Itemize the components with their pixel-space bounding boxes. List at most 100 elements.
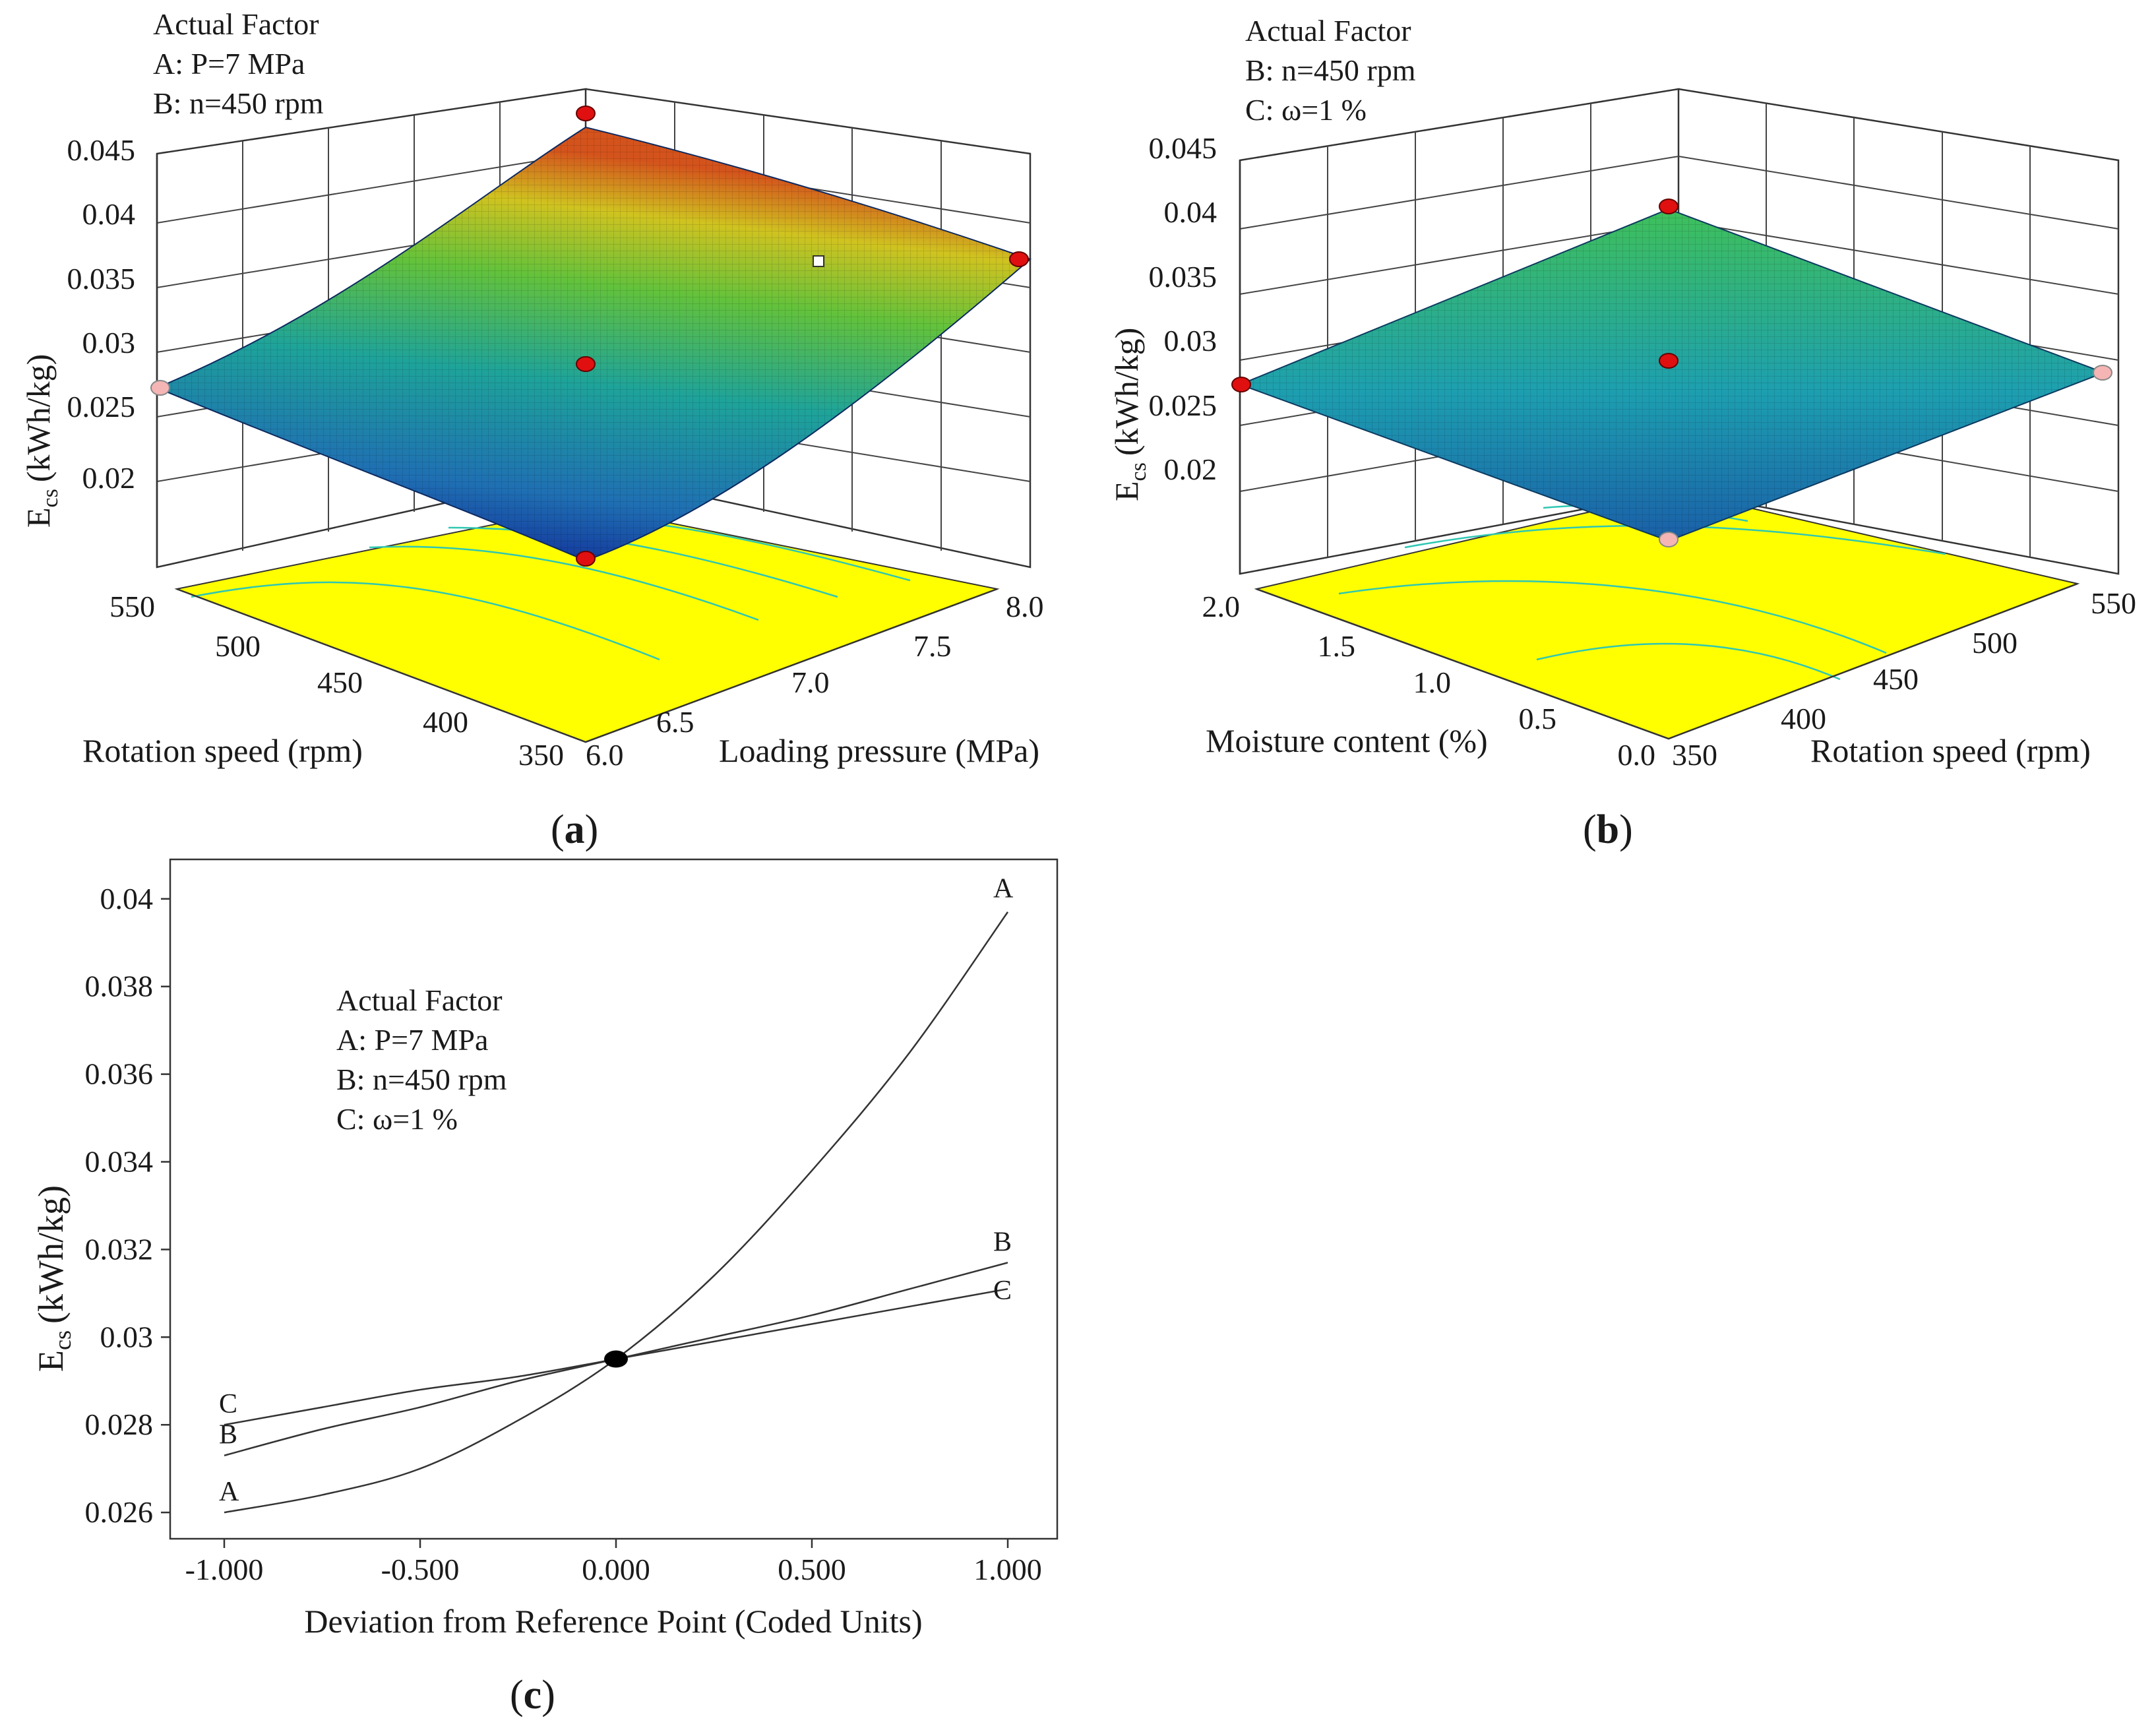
panel-a-x-tick: 450: [317, 665, 363, 699]
panel-b-factor-title: Actual Factor: [1245, 14, 1411, 47]
panel-a-x-ticks: 550 500 450 400 350: [109, 590, 564, 772]
panel-c-y-tick-label: 0.03: [100, 1320, 154, 1353]
panel-a-y-tick: 0.03: [82, 326, 136, 359]
panel-c-x-ticks: -1.000 -0.500 0.000 0.500 1.000: [185, 1539, 1042, 1586]
panel-c-series-label-start-B: B: [219, 1420, 237, 1450]
panel-a-x-tick: 400: [423, 705, 468, 739]
panel-a-factor-line: A: P=7 MPa: [153, 47, 305, 80]
panel-a-factor-line: B: n=450 rpm: [153, 86, 324, 120]
panel-c-x-tick-label: -1.000: [185, 1553, 264, 1586]
panel-b-x-tick: 2.0: [1202, 590, 1241, 623]
panel-c-series-line-A: [224, 912, 1009, 1514]
panel-a-z-tick: 6.0: [586, 738, 624, 772]
panel-a-factor-title: Actual Factor: [153, 7, 319, 41]
panel-a-point-center: [576, 356, 596, 372]
panel-c-y-label: Ecs(kWh/kg): [31, 1185, 76, 1372]
panel-b-z-tick: 500: [1972, 626, 2017, 660]
panel-c-x-tick-label: 0.500: [778, 1553, 846, 1586]
panel-c-series-label-end-C: C: [993, 1276, 1012, 1306]
panel-c-y-ticks: 0.026 0.028 0.03 0.032 0.034 0.036 0.038 0.04: [85, 882, 170, 1529]
panel-a-factor-text: Actual Factor A: P=7 MPa B: n=450 rpm: [153, 7, 324, 120]
panel-b-x-tick: 0.5: [1519, 702, 1557, 735]
panel-c-x-tick-label: 0.000: [582, 1553, 650, 1586]
panel-a-x-tick: 350: [518, 738, 564, 772]
panel-b-point-bottom: [1659, 532, 1679, 547]
panel-c-y-tick-label: 0.038: [85, 970, 154, 1003]
panel-c-series-label-start-A: A: [219, 1477, 239, 1507]
panel-a-z-tick: 7.0: [791, 665, 830, 699]
panel-a-z-tick: 6.5: [656, 705, 694, 739]
panel-c-factor-line: A: P=7 MPa: [336, 1023, 488, 1057]
panel-b-x-tick: 1.5: [1318, 629, 1356, 663]
panel-b-surface: [1238, 208, 2106, 542]
panel-c: 0.026 0.028 0.03 0.032 0.034 0.036 0.038 0.04 -…: [31, 858, 1059, 1717]
panel-c-y-tick-label: 0.026: [85, 1495, 154, 1529]
panel-b-factor-text: Actual Factor B: n=450 rpm C: ω=1 %: [1245, 14, 1416, 127]
panel-c-factor-text: Actual Factor A: P=7 MPa B: n=450 rpm C:…: [336, 983, 507, 1136]
panel-a-surface: [155, 126, 1032, 562]
panel-b-back-wall-right: [1678, 88, 2120, 575]
panel-a-y-label: Ecs(kWh/kg): [20, 354, 63, 528]
panel-a-y-tick: 0.02: [82, 461, 136, 495]
panel-c-y-tick-label: 0.034: [85, 1145, 154, 1179]
panel-a-z-ticks: 6.0 6.5 7.0 7.5 8.0: [586, 590, 1044, 772]
panel-a-x-tick: 500: [215, 629, 261, 663]
panel-c-y-tick-label: 0.036: [85, 1057, 154, 1091]
panel-b-x-ticks: 2.0 1.5 1.0 0.5 0.0: [1202, 590, 1656, 772]
panel-a-point-bottom: [576, 551, 596, 567]
panel-a-y-tick: 0.035: [67, 262, 136, 295]
panel-b: 0.02 0.025 0.03 0.035 0.04 0.045 Ecs(kWh…: [1108, 14, 2136, 852]
panel-b-y-tick: 0.035: [1149, 260, 1217, 294]
panel-b-x-tick: 0.0: [1618, 738, 1656, 772]
panel-c-y-tick-label: 0.028: [85, 1407, 154, 1441]
panel-b-y-label: Ecs(kWh/kg): [1108, 328, 1151, 501]
panel-b-label: (b): [1583, 807, 1633, 852]
panel-c-factor-line: C: ω=1 %: [336, 1102, 458, 1136]
panel-c-series-label-end-A: A: [993, 874, 1014, 904]
panel-a-point-square: [813, 255, 824, 267]
panel-a-point-top: [576, 106, 596, 121]
panel-b-point-top: [1659, 199, 1679, 214]
panel-a-label: (a): [551, 807, 598, 852]
panel-c-label: (c): [510, 1673, 555, 1717]
panel-b-z-title: Rotation speed (rpm): [1810, 732, 2091, 769]
panel-c-plot-frame: [169, 858, 1059, 1540]
panel-b-front-axis: [1239, 160, 2078, 740]
panel-b-x-tick: 1.0: [1413, 665, 1452, 699]
panel-b-y-tick: 0.045: [1149, 131, 1217, 165]
panel-c-y-tick-label: 0.032: [85, 1232, 154, 1266]
panel-a-x-tick: 550: [109, 590, 155, 623]
panel-b-y-tick: 0.03: [1164, 324, 1217, 357]
panel-b-y-tick: 0.02: [1164, 452, 1217, 486]
panel-b-point-center: [1659, 353, 1679, 369]
panel-b-factor-line: C: ω=1 %: [1245, 93, 1367, 127]
panel-b-point-right: [2093, 365, 2112, 381]
panel-c-reference-point: [604, 1350, 628, 1368]
panel-b-point-left: [1231, 377, 1251, 392]
panel-a-x-title: Rotation speed (rpm): [82, 732, 363, 769]
panel-b-y-tick: 0.025: [1149, 388, 1217, 422]
panel-c-x-tick-label: 1.000: [973, 1553, 1042, 1586]
panel-c-series-label-end-B: B: [993, 1227, 1012, 1257]
panel-a-y-tick: 0.045: [67, 133, 136, 167]
panel-a-z-tick: 8.0: [1006, 590, 1044, 623]
panel-a-z-tick: 7.5: [913, 629, 952, 663]
panel-b-z-tick: 400: [1781, 702, 1826, 735]
panel-a-front-axis: [156, 154, 998, 743]
panel-a-y-tick: 0.025: [67, 390, 136, 423]
panel-a-point-right: [1009, 251, 1029, 267]
panel-a-y-tick: 0.04: [82, 197, 136, 231]
panel-c-factor-title: Actual Factor: [336, 983, 503, 1017]
panel-a-point-left: [150, 380, 170, 396]
panel-a-design-points: [150, 106, 1029, 567]
panel-c-y-tick-label: 0.04: [100, 882, 154, 915]
panel-c-x-tick-label: -0.500: [381, 1553, 460, 1586]
panel-a-y-ticks: 0.02 0.025 0.03 0.035 0.04 0.045: [67, 133, 136, 495]
panel-b-z-tick: 350: [1672, 738, 1717, 772]
panel-a-back-wall-right: [585, 88, 1032, 569]
panel-b-z-tick: 550: [2091, 586, 2136, 620]
panel-b-z-tick: 450: [1873, 662, 1919, 696]
panel-b-design-points: [1231, 199, 2112, 547]
